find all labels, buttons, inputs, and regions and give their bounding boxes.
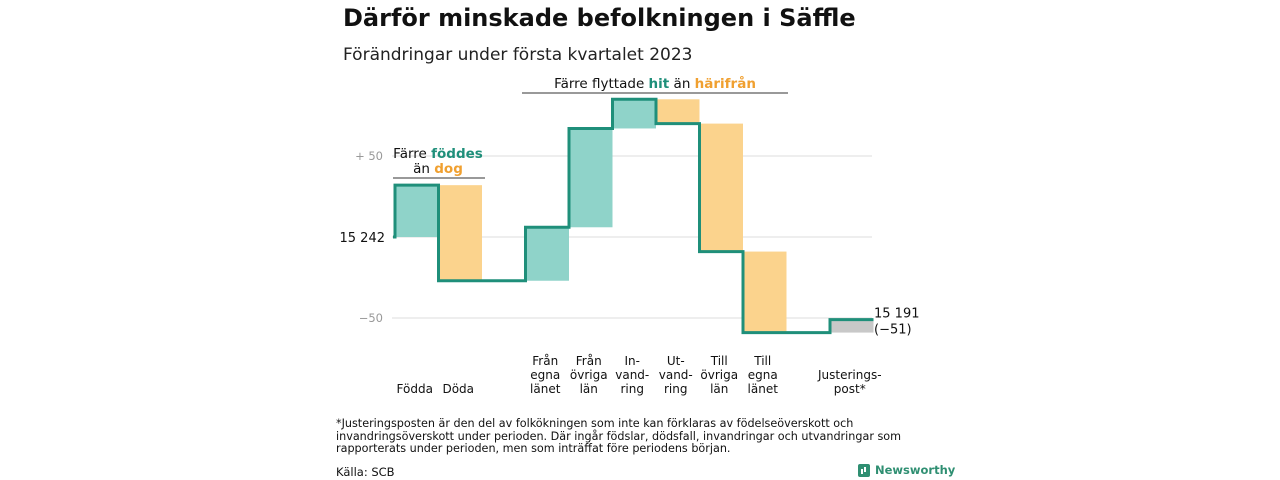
source-label: Källa: SCB [336,465,395,479]
brand-name: Newsworthy [875,463,956,477]
annotation-segment: Färre [393,146,431,162]
category-label: Döda [442,382,474,396]
waterfall-bar [612,99,656,129]
waterfall-bar [395,185,439,237]
waterfall-bar [438,185,482,281]
category-label: Justerings- [817,368,882,382]
annotation-segment: än [413,161,434,177]
migration-annotation-line: Färre flyttade hit än härifrån [554,75,756,92]
category-label: Födda [397,382,433,396]
annotation-segment: än [669,76,694,92]
annotation-segment: härifrån [695,75,756,92]
brand-logo: Newsworthy [858,463,955,477]
category-label: Från [532,354,558,368]
category-label: Ut- [667,354,685,368]
y-tick-label: −50 [359,311,383,325]
category-label: länet [748,382,779,396]
waterfall-bar [830,319,874,333]
waterfall-bar [656,99,700,124]
waterfall-bar [525,227,569,281]
category-label: övriga [570,368,608,382]
end-value-label: 15 191 [874,307,920,322]
category-label: ring [621,382,645,396]
annotation-segment: Färre flyttade [554,76,648,92]
category-label: egna [530,368,560,382]
waterfall-bar [569,128,613,228]
births-annotation-line: Färre föddes [393,146,483,162]
waterfall-bar [743,251,787,333]
step-line [393,97,874,335]
category-label: egna [748,368,778,382]
category-label: Från [576,354,602,368]
start-value-label: 15 242 [340,231,386,246]
chart-title: Därför minskade befolkningen i Säffle [343,4,856,32]
births-annotation-line: än dog [413,161,463,177]
end-change-label: (−51) [874,323,912,338]
newsworthy-logo-icon [858,463,870,477]
category-label: Till [753,354,771,368]
annotation-segment: hit [649,76,670,92]
annotation-segment: föddes [431,146,483,162]
annotation-segment: dog [434,161,463,177]
category-label: vand- [615,368,649,382]
chart-subtitle: Förändringar under första kvartalet 2023 [343,45,693,65]
category-label: ring [664,382,688,396]
category-label: övriga [700,368,738,382]
category-label: vand- [659,368,693,382]
category-label: Till [710,354,728,368]
category-label: län [580,382,598,396]
footnote: *Justeringsposten är den del av folkökni… [336,417,902,455]
category-label: In- [625,354,640,368]
category-label: län [710,382,728,396]
category-label: post* [834,382,866,396]
y-tick-label: + 50 [355,149,383,163]
category-label: länet [530,382,561,396]
waterfall-bar [699,123,743,252]
